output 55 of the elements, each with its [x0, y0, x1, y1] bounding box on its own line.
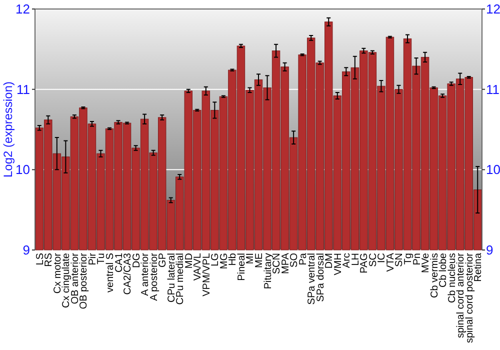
- x-tick-label: VTA: [385, 252, 396, 272]
- x-tick-label: Pn: [412, 253, 423, 266]
- x-tick-label: A anterior: [140, 252, 152, 296]
- x-tick-label: SCN: [272, 253, 283, 274]
- x-tick-label: Arc: [342, 253, 353, 268]
- x-tick-label: MI: [245, 253, 256, 264]
- x-tick-label: DG: [131, 252, 142, 268]
- x-tick-label: SO: [289, 252, 300, 268]
- x-tick-label: spinal cord posterior: [464, 252, 476, 344]
- y-tick-label: 10: [16, 162, 30, 178]
- x-tick-label: Cb lobe: [438, 252, 450, 288]
- x-tick-label: LH: [350, 253, 362, 266]
- x-tick-label: Pineal: [236, 253, 248, 281]
- x-tick-label: MG: [218, 252, 230, 270]
- x-tick-label: GP: [158, 252, 169, 268]
- x-tick-label: SPa dorsal: [315, 253, 326, 302]
- y-tick-label: 11: [16, 82, 30, 97]
- y2-tick-label: 12: [486, 2, 500, 17]
- x-tick-label: spinal cord anterior: [456, 252, 467, 338]
- x-tick-label: Cx cingulate: [61, 252, 72, 308]
- x-tick-label: VMH: [332, 253, 344, 276]
- y2-tick-label: 9: [486, 242, 494, 258]
- x-tick-label: PAG: [359, 252, 370, 274]
- x-tick-label: Tg: [403, 253, 414, 265]
- x-tick-label: A posterior: [148, 252, 160, 301]
- x-tick-label: MVe: [420, 252, 432, 274]
- y-axis-title: Log2 (expression): [1, 81, 15, 178]
- x-tick-label: IC: [376, 253, 388, 263]
- x-tick-label: OB anterior: [70, 252, 81, 304]
- x-tick-label: CPu medial: [175, 253, 186, 305]
- x-tick-label: MPA: [280, 252, 292, 274]
- x-tick-label: RS: [44, 252, 55, 267]
- y2-tick-label: 10: [486, 162, 500, 178]
- x-tick-label: Pa: [298, 252, 309, 266]
- x-tick-label: SN: [394, 253, 406, 267]
- x-tick-label: ME: [254, 252, 265, 268]
- y2-tick-label: 11: [486, 82, 500, 97]
- x-tick-label: OB posterior: [78, 252, 90, 310]
- x-tick-label: Cb nucleus: [446, 253, 458, 304]
- x-tick-label: Retina: [473, 252, 484, 282]
- x-tick-label: Hb: [228, 252, 239, 266]
- x-tick-label: LG: [210, 252, 222, 266]
- x-tick-label: DM: [324, 253, 336, 269]
- y-tick-label: 9: [22, 242, 30, 258]
- x-tick-label: ventral S: [105, 252, 116, 292]
- x-tick-label: LS: [34, 252, 46, 266]
- x-tick-label: Pituitary: [262, 253, 274, 290]
- x-tick-label: Cx motor: [52, 252, 64, 294]
- x-tick-label: VPM/VPL: [201, 252, 212, 296]
- y-tick-label: 12: [16, 2, 30, 17]
- x-tick-label: CA1: [114, 252, 125, 272]
- x-tick-label: SC: [368, 253, 379, 267]
- x-tick-label: Tu: [96, 253, 108, 264]
- x-tick-label: CA2/CA3: [122, 252, 134, 295]
- x-tick-label: Pir: [87, 252, 98, 266]
